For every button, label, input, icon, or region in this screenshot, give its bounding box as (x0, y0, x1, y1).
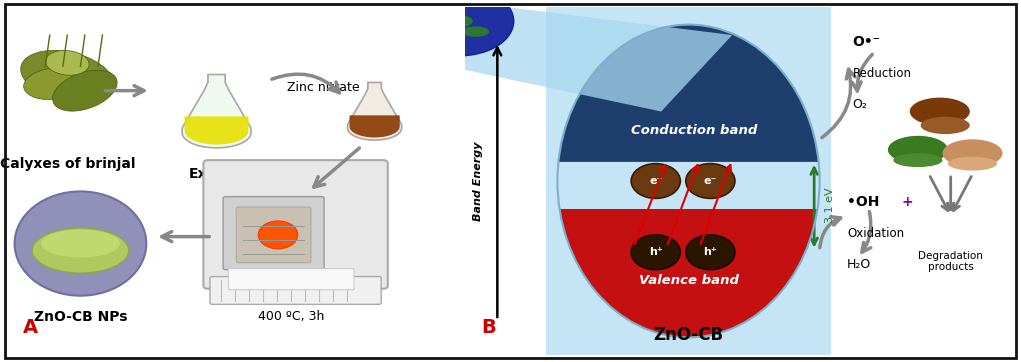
Ellipse shape (557, 18, 820, 190)
Ellipse shape (631, 235, 680, 270)
Polygon shape (185, 116, 248, 144)
FancyBboxPatch shape (203, 160, 388, 289)
Text: B: B (481, 319, 495, 337)
Ellipse shape (23, 68, 85, 100)
Ellipse shape (947, 157, 998, 171)
Text: ZnO-CB: ZnO-CB (653, 326, 724, 344)
FancyBboxPatch shape (229, 269, 354, 290)
Text: h⁺: h⁺ (649, 247, 663, 257)
Text: e⁻: e⁻ (703, 176, 717, 186)
Text: H₂O: H₂O (846, 258, 871, 271)
Polygon shape (571, 251, 806, 337)
Ellipse shape (46, 50, 89, 75)
Text: Extract: Extract (188, 167, 245, 181)
Ellipse shape (631, 164, 680, 198)
Ellipse shape (435, 14, 473, 28)
Ellipse shape (921, 117, 970, 134)
Ellipse shape (32, 228, 129, 273)
Text: A: A (23, 319, 39, 337)
Text: h⁺: h⁺ (703, 247, 717, 257)
Polygon shape (347, 83, 401, 140)
Text: ZnO-CB NPs: ZnO-CB NPs (34, 310, 128, 324)
Polygon shape (182, 75, 251, 148)
Ellipse shape (258, 221, 298, 249)
Text: Oxidation: Oxidation (846, 227, 904, 240)
Ellipse shape (557, 25, 820, 337)
Bar (546, 18, 830, 209)
Ellipse shape (41, 230, 120, 257)
Text: +: + (902, 195, 913, 209)
Ellipse shape (557, 25, 820, 337)
Text: Valence band: Valence band (638, 274, 738, 287)
Ellipse shape (910, 98, 970, 125)
Text: Calyxes of brinjal: Calyxes of brinjal (0, 157, 135, 171)
Text: 400 ºC, 3h: 400 ºC, 3h (258, 310, 325, 323)
Ellipse shape (14, 191, 146, 296)
Circle shape (404, 0, 514, 56)
Text: Conduction band: Conduction band (631, 124, 758, 137)
Text: Degradation
products: Degradation products (918, 251, 983, 272)
Polygon shape (465, 7, 732, 111)
Text: Reduction: Reduction (853, 67, 912, 80)
Text: O₂: O₂ (853, 98, 867, 111)
FancyBboxPatch shape (236, 207, 311, 263)
Ellipse shape (942, 139, 1003, 167)
Polygon shape (558, 25, 819, 162)
Bar (546, 0, 830, 105)
Text: O•⁻: O•⁻ (853, 35, 880, 49)
Ellipse shape (888, 136, 947, 164)
Text: Zinc nitrate: Zinc nitrate (287, 81, 359, 94)
FancyBboxPatch shape (224, 197, 324, 270)
Ellipse shape (52, 70, 117, 111)
Polygon shape (349, 115, 399, 138)
Ellipse shape (893, 153, 942, 167)
Text: •OH: •OH (846, 195, 879, 209)
FancyBboxPatch shape (210, 277, 381, 304)
Ellipse shape (686, 164, 735, 198)
Ellipse shape (20, 50, 114, 103)
Ellipse shape (461, 26, 489, 37)
Text: e⁻: e⁻ (649, 176, 663, 186)
Text: 3.1 eV: 3.1 eV (825, 188, 835, 223)
Bar (546, 164, 830, 355)
Ellipse shape (557, 25, 820, 337)
Text: Band Energy: Band Energy (473, 141, 483, 221)
Ellipse shape (686, 235, 735, 270)
